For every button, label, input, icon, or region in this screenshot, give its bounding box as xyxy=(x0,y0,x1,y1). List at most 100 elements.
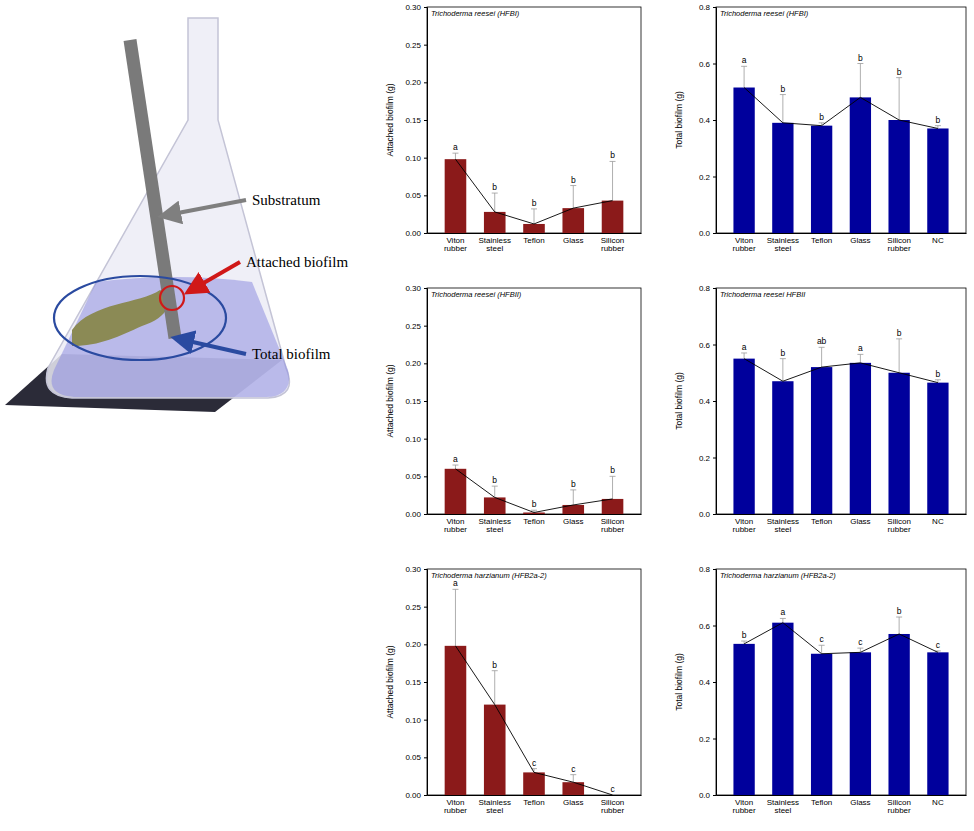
y-axis-title: Attached biofilm (g) xyxy=(385,83,395,156)
y-tick: 0.8 xyxy=(699,284,716,293)
y-tick: 0.15 xyxy=(405,678,427,687)
significance-letter: c xyxy=(819,634,824,644)
y-tick-label: 0.6 xyxy=(699,60,711,69)
x-tick-label-line: NC xyxy=(932,798,944,807)
y-tick: 0.15 xyxy=(405,116,427,125)
x-tick-label: NC xyxy=(932,798,944,807)
bar xyxy=(772,123,793,233)
x-tick-label-line: rubber xyxy=(444,525,467,534)
y-tick-mark xyxy=(424,45,427,46)
x-tick-label: Siliconrubber xyxy=(887,798,911,816)
y-tick: 0.20 xyxy=(405,78,427,87)
significance-letter: c xyxy=(571,764,576,774)
significance-letter: b xyxy=(858,53,863,63)
y-tick-label: 0.30 xyxy=(405,565,421,574)
y-tick-label: 0.15 xyxy=(405,397,421,406)
y-axis-title: Total biofilm (g) xyxy=(674,653,684,711)
x-tick-label-line: Teflon xyxy=(523,236,544,245)
x-tick-label-line: Stainless xyxy=(767,236,799,245)
x-tick-label: Glass xyxy=(563,236,583,245)
error-bar-cap xyxy=(570,185,576,186)
error-bar-stem xyxy=(782,95,783,123)
y-tick: 0.4 xyxy=(699,678,716,687)
error-bar-cap xyxy=(492,486,498,487)
x-tick-label-line: steel xyxy=(774,525,791,534)
error-bar xyxy=(896,617,902,634)
y-tick: 0.6 xyxy=(699,60,716,69)
y-tick-label: 0.6 xyxy=(699,341,711,350)
error-bar-cap xyxy=(857,63,863,64)
y-tick-label: 0.10 xyxy=(405,154,421,163)
error-bar-cap xyxy=(857,354,863,355)
x-tick-label-line: steel xyxy=(486,244,503,253)
error-bar xyxy=(452,153,458,159)
x-tick: Vitonrubber xyxy=(444,795,467,815)
error-bar xyxy=(857,64,863,98)
y-axis-title: Attached biofilm (g) xyxy=(385,364,395,437)
y-tick: 0.10 xyxy=(405,154,427,163)
y-tick-mark xyxy=(713,795,716,796)
error-bar xyxy=(741,353,747,359)
panel-title: Trichoderma reesei (HFBI) xyxy=(431,9,520,18)
x-axis: VitonrubberStainlesssteelTeflonGlassSili… xyxy=(428,233,642,253)
significance-letter: ab xyxy=(817,336,827,346)
error-bar xyxy=(896,339,902,373)
y-tick-label: 0.8 xyxy=(699,565,711,574)
significance-letter: b xyxy=(897,606,902,616)
x-tick-label-line: rubber xyxy=(444,806,467,815)
x-tick-label-line: Silicon xyxy=(601,798,625,807)
error-bar-stem xyxy=(573,490,574,505)
x-tick-label-line: Glass xyxy=(563,517,583,526)
x-tick-label-line: Stainless xyxy=(478,236,510,245)
y-tick-mark xyxy=(713,120,716,121)
error-bar-stem xyxy=(899,339,900,373)
x-axis: VitonrubberStainlesssteelTeflonGlassSili… xyxy=(717,233,967,253)
y-tick-mark xyxy=(424,401,427,402)
y-axis: 0.00.20.40.60.8 xyxy=(699,3,717,238)
panel: 0.000.050.100.150.200.250.30VitonrubberS… xyxy=(385,284,642,534)
y-axis-title: Total biofilm (g) xyxy=(674,372,684,430)
panel: 0.00.20.40.60.8VitonrubberStainlesssteel… xyxy=(674,565,967,815)
marks xyxy=(733,339,948,514)
error-bar xyxy=(819,347,825,367)
y-tick-mark xyxy=(424,363,427,364)
y-tick-mark xyxy=(424,682,427,683)
panel: 0.000.050.100.150.200.250.30VitonrubberS… xyxy=(385,565,642,815)
y-tick: 0.4 xyxy=(699,397,716,406)
y-tick: 0.2 xyxy=(699,173,716,182)
error-bar-stem xyxy=(782,359,783,382)
x-tick-label: Siliconrubber xyxy=(601,236,625,254)
error-bar-cap xyxy=(531,208,537,209)
y-tick-mark xyxy=(424,233,427,234)
error-bar-cap xyxy=(531,510,537,511)
error-bar xyxy=(531,209,537,224)
y-tick-mark xyxy=(713,345,716,346)
x-tick-label: Teflon xyxy=(811,517,832,526)
y-tick: 0.30 xyxy=(405,3,427,12)
significance-letter: a xyxy=(780,607,785,617)
x-tick: Teflon xyxy=(523,233,544,245)
y-tick-mark xyxy=(713,64,716,65)
x-tick-label-line: rubber xyxy=(888,525,911,534)
trend-line xyxy=(455,469,612,513)
y-tick: 0.0 xyxy=(699,510,716,519)
error-bar xyxy=(857,354,863,362)
y-tick-mark xyxy=(424,720,427,721)
error-bar-stem xyxy=(573,186,574,209)
bar xyxy=(562,208,584,233)
x-tick: Siliconrubber xyxy=(887,233,911,253)
error-bar-cap xyxy=(452,153,458,154)
significance-letter: c xyxy=(858,637,863,647)
error-bar xyxy=(610,476,616,499)
x-tick-label: Stainlesssteel xyxy=(478,798,510,816)
bar xyxy=(445,159,467,233)
plot-frame xyxy=(427,7,641,233)
bar xyxy=(811,367,832,514)
panel: 0.00.20.40.60.8VitonrubberStainlesssteel… xyxy=(674,3,967,253)
bar xyxy=(888,120,909,233)
x-tick-label-line: Stainless xyxy=(478,517,510,526)
bar xyxy=(562,782,584,795)
x-tick-label: Vitonrubber xyxy=(733,236,756,254)
x-tick-label-line: rubber xyxy=(601,244,624,253)
x-tick: NC xyxy=(932,233,944,245)
